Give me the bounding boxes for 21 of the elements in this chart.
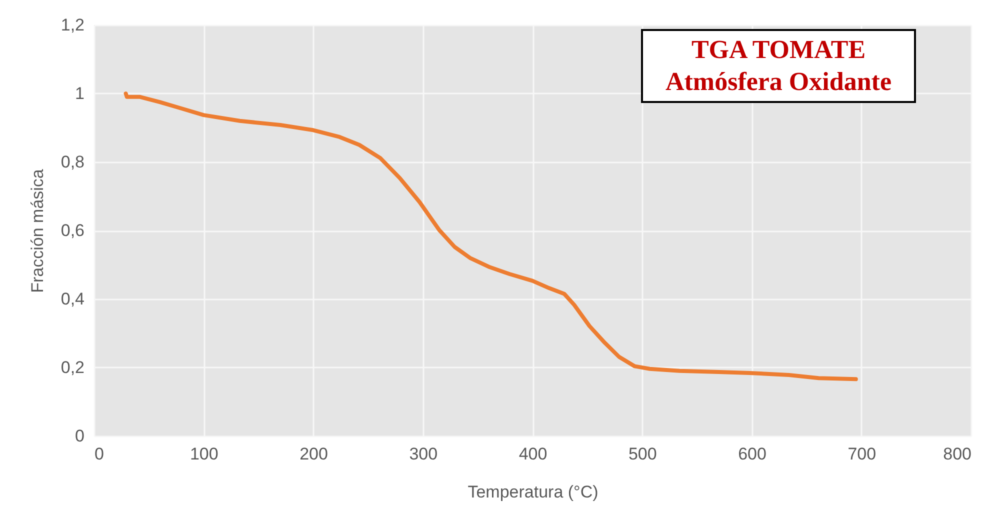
x-tick-label: 400 [518,444,548,464]
x-tick-label: 100 [190,444,218,464]
x-tick-label: 500 [628,444,657,464]
y-tick-label: 0,6 [60,221,84,240]
x-tick-label: 200 [300,444,328,464]
x-tick-label: 700 [848,444,876,464]
text: Atmósfera Oxidante [664,66,892,98]
y-tick-label: 1,2 [60,16,84,34]
y-tick-label: 0,8 [60,152,84,172]
x-tick-label: 600 [738,444,766,464]
x-tick-label: 0 [94,444,104,464]
y-tick-label: 0 [75,426,84,446]
chart-title: TGA TOMATE [690,34,867,66]
x-tick-label: 800 [943,444,972,464]
y-tick-label: 0,4 [60,290,84,308]
y-tick-label: 0,2 [60,358,84,377]
x-tick-label: 300 [409,444,438,464]
line-series [124,92,858,382]
x-axis-title: Temperatura (°C) [468,482,598,502]
y-axis-title: Fracción másica [28,168,47,293]
y-tick-label: 1 [75,84,84,103]
